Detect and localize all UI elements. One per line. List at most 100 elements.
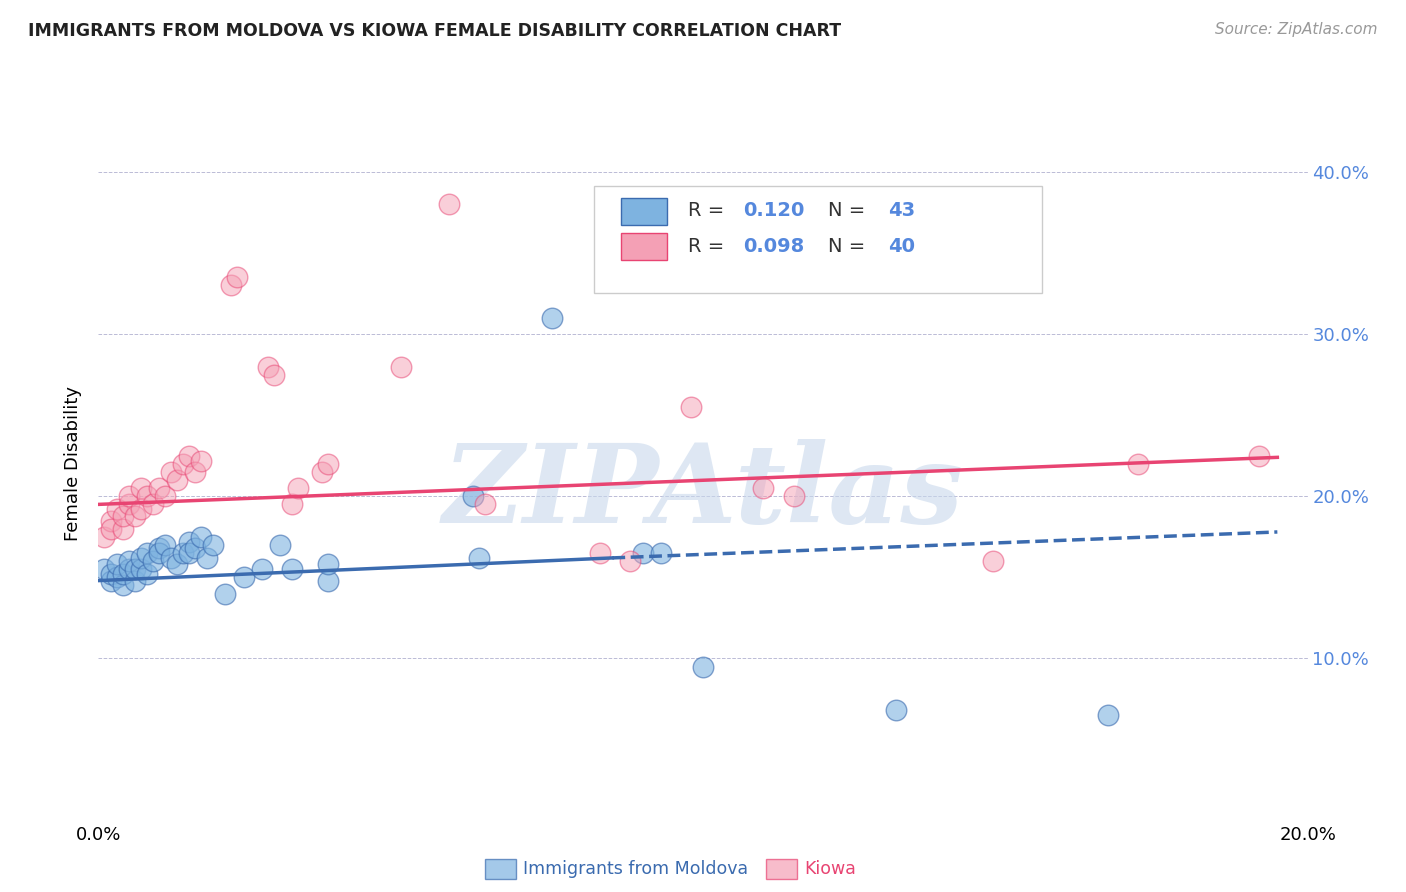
Point bbox=[142, 497, 165, 511]
Point bbox=[631, 546, 654, 560]
Point bbox=[153, 538, 176, 552]
Point bbox=[886, 703, 908, 717]
Point bbox=[172, 457, 194, 471]
Text: IMMIGRANTS FROM MOLDOVA VS KIOWA FEMALE DISABILITY CORRELATION CHART: IMMIGRANTS FROM MOLDOVA VS KIOWA FEMALE … bbox=[28, 22, 841, 40]
Point bbox=[100, 567, 122, 582]
Point bbox=[118, 497, 141, 511]
Text: 0.098: 0.098 bbox=[742, 236, 804, 256]
Point bbox=[232, 570, 254, 584]
Point bbox=[100, 574, 122, 588]
Point bbox=[389, 359, 412, 374]
Y-axis label: Female Disability: Female Disability bbox=[65, 386, 83, 541]
Point bbox=[166, 473, 188, 487]
Text: Source: ZipAtlas.com: Source: ZipAtlas.com bbox=[1215, 22, 1378, 37]
Point bbox=[111, 508, 134, 523]
Point bbox=[166, 558, 188, 572]
Point bbox=[281, 497, 304, 511]
FancyBboxPatch shape bbox=[595, 186, 1042, 293]
Point bbox=[124, 574, 146, 588]
Text: Kiowa: Kiowa bbox=[804, 860, 856, 878]
Point bbox=[311, 465, 333, 479]
Point bbox=[221, 278, 243, 293]
Point bbox=[160, 465, 183, 479]
Point bbox=[202, 538, 225, 552]
Point bbox=[142, 554, 165, 568]
Point bbox=[148, 481, 170, 495]
Point bbox=[148, 541, 170, 556]
Point bbox=[981, 554, 1004, 568]
Point bbox=[179, 546, 201, 560]
Point bbox=[148, 546, 170, 560]
Text: 43: 43 bbox=[889, 201, 915, 220]
Point bbox=[437, 197, 460, 211]
Text: 40: 40 bbox=[889, 236, 915, 256]
Text: ZIPAtlas: ZIPAtlas bbox=[443, 439, 963, 546]
Text: 0.120: 0.120 bbox=[742, 201, 804, 220]
Point bbox=[118, 554, 141, 568]
Point bbox=[129, 502, 152, 516]
Point bbox=[172, 546, 194, 560]
Point bbox=[226, 270, 249, 285]
Point bbox=[129, 550, 152, 565]
Text: R =: R = bbox=[689, 236, 731, 256]
Point bbox=[1128, 457, 1150, 471]
Point bbox=[124, 562, 146, 576]
Point bbox=[214, 586, 236, 600]
Point bbox=[752, 481, 775, 495]
Bar bbox=[621, 198, 666, 225]
Point bbox=[93, 530, 115, 544]
Point bbox=[250, 562, 273, 576]
Point bbox=[281, 562, 304, 576]
Point bbox=[184, 541, 207, 556]
Point bbox=[195, 550, 218, 565]
Point bbox=[287, 481, 309, 495]
Point bbox=[263, 368, 285, 382]
Point bbox=[100, 522, 122, 536]
Point bbox=[100, 514, 122, 528]
Point bbox=[589, 546, 612, 560]
Point bbox=[692, 659, 714, 673]
Point bbox=[105, 558, 128, 572]
Point bbox=[105, 502, 128, 516]
Point bbox=[474, 497, 496, 511]
Point bbox=[256, 359, 278, 374]
Point bbox=[679, 400, 702, 414]
Point bbox=[179, 534, 201, 549]
Point bbox=[135, 489, 157, 503]
Point bbox=[783, 489, 806, 503]
Point bbox=[463, 489, 485, 503]
Point bbox=[316, 457, 339, 471]
Point bbox=[124, 508, 146, 523]
Point bbox=[93, 562, 115, 576]
Point bbox=[160, 550, 183, 565]
Point bbox=[135, 567, 157, 582]
Point bbox=[650, 546, 672, 560]
Point bbox=[316, 574, 339, 588]
Point bbox=[184, 465, 207, 479]
Text: N =: N = bbox=[828, 236, 872, 256]
Point bbox=[129, 562, 152, 576]
Point bbox=[190, 530, 212, 544]
Point bbox=[135, 546, 157, 560]
Point bbox=[316, 558, 339, 572]
Point bbox=[179, 449, 201, 463]
Text: N =: N = bbox=[828, 201, 872, 220]
Text: R =: R = bbox=[689, 201, 731, 220]
Point bbox=[111, 522, 134, 536]
Bar bbox=[621, 234, 666, 260]
Point bbox=[468, 550, 491, 565]
Text: Immigrants from Moldova: Immigrants from Moldova bbox=[523, 860, 748, 878]
Point bbox=[111, 578, 134, 592]
Point bbox=[111, 567, 134, 582]
Point bbox=[105, 570, 128, 584]
Point bbox=[619, 554, 641, 568]
Point bbox=[190, 453, 212, 467]
Point bbox=[118, 489, 141, 503]
Point bbox=[1097, 708, 1119, 723]
Point bbox=[118, 562, 141, 576]
Point bbox=[269, 538, 291, 552]
Point bbox=[1249, 449, 1271, 463]
Point bbox=[153, 489, 176, 503]
Point bbox=[540, 310, 562, 325]
Point bbox=[129, 481, 152, 495]
